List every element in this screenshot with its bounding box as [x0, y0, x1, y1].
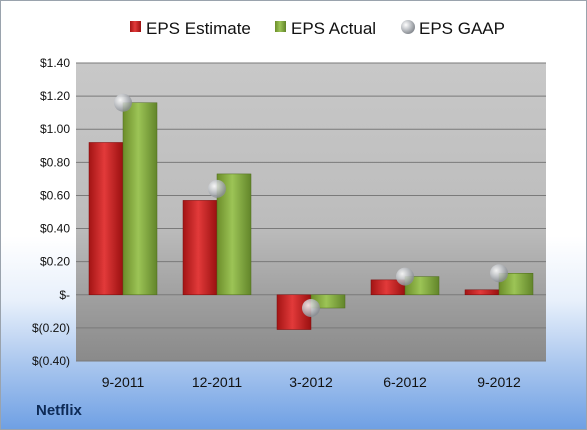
marker-eps-gaap: [208, 179, 226, 198]
legend-estimate-label: EPS Estimate: [146, 19, 251, 38]
marker-eps-gaap: [114, 93, 132, 112]
bar-eps-estimate: [88, 142, 124, 296]
x-category-label: 6-2012: [383, 374, 427, 390]
y-tick-label: $1.00: [40, 122, 70, 136]
legend-gaap-marker: [401, 20, 415, 34]
legend-estimate-swatch: [130, 21, 141, 32]
y-tick-label: $0.20: [40, 255, 70, 269]
y-tick-label: $-: [59, 288, 70, 302]
legend-actual-label: EPS Actual: [291, 19, 376, 38]
y-tick-label: $(0.40): [32, 354, 70, 368]
marker-eps-gaap: [302, 299, 320, 318]
y-tick-label: $(0.20): [32, 321, 70, 335]
legend-actual-swatch: [275, 21, 286, 32]
bar-eps-actual: [404, 276, 440, 296]
bar-eps-actual: [498, 273, 534, 296]
y-tick-label: $1.20: [40, 89, 70, 103]
x-category-label: 9-2012: [477, 374, 521, 390]
y-tick-label: $0.40: [40, 222, 70, 236]
bar-eps-actual: [122, 102, 158, 296]
x-category-label: 9-2011: [102, 374, 145, 390]
bar-eps-estimate: [464, 289, 500, 296]
marker-eps-gaap: [396, 267, 414, 286]
y-tick-label: $0.60: [40, 188, 70, 202]
company-label: Netflix: [36, 402, 82, 419]
legend: EPS Estimate EPS Actual EPS GAAP: [130, 19, 505, 38]
x-category-label: 3-2012: [289, 374, 333, 390]
x-category-label: 12-2011: [192, 374, 243, 390]
legend-gaap-label: EPS GAAP: [419, 19, 505, 38]
bar-eps-estimate: [182, 200, 218, 296]
marker-eps-gaap: [490, 264, 508, 283]
y-tick-label: $1.40: [40, 56, 70, 70]
y-tick-label: $0.80: [40, 155, 70, 169]
